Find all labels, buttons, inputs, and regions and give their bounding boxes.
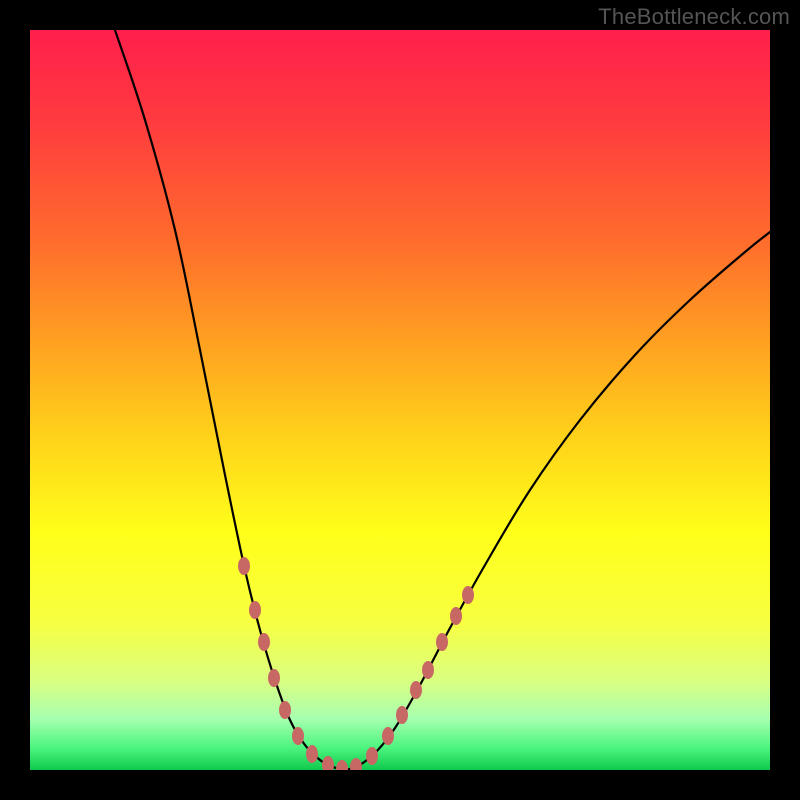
marker-point <box>436 633 448 651</box>
marker-point <box>292 727 304 745</box>
marker-point <box>396 706 408 724</box>
plot-area <box>30 30 770 770</box>
chart-svg <box>30 30 770 770</box>
marker-point <box>422 661 434 679</box>
marker-point <box>366 747 378 765</box>
chart-frame: TheBottleneck.com <box>0 0 800 800</box>
watermark-text: TheBottleneck.com <box>598 4 790 30</box>
marker-point <box>238 557 250 575</box>
marker-point <box>249 601 261 619</box>
marker-point <box>258 633 270 651</box>
marker-point <box>382 727 394 745</box>
marker-point <box>279 701 291 719</box>
marker-point <box>410 681 422 699</box>
marker-point <box>450 607 462 625</box>
marker-point <box>462 586 474 604</box>
gradient-background <box>30 30 770 770</box>
marker-point <box>268 669 280 687</box>
marker-point <box>306 745 318 763</box>
